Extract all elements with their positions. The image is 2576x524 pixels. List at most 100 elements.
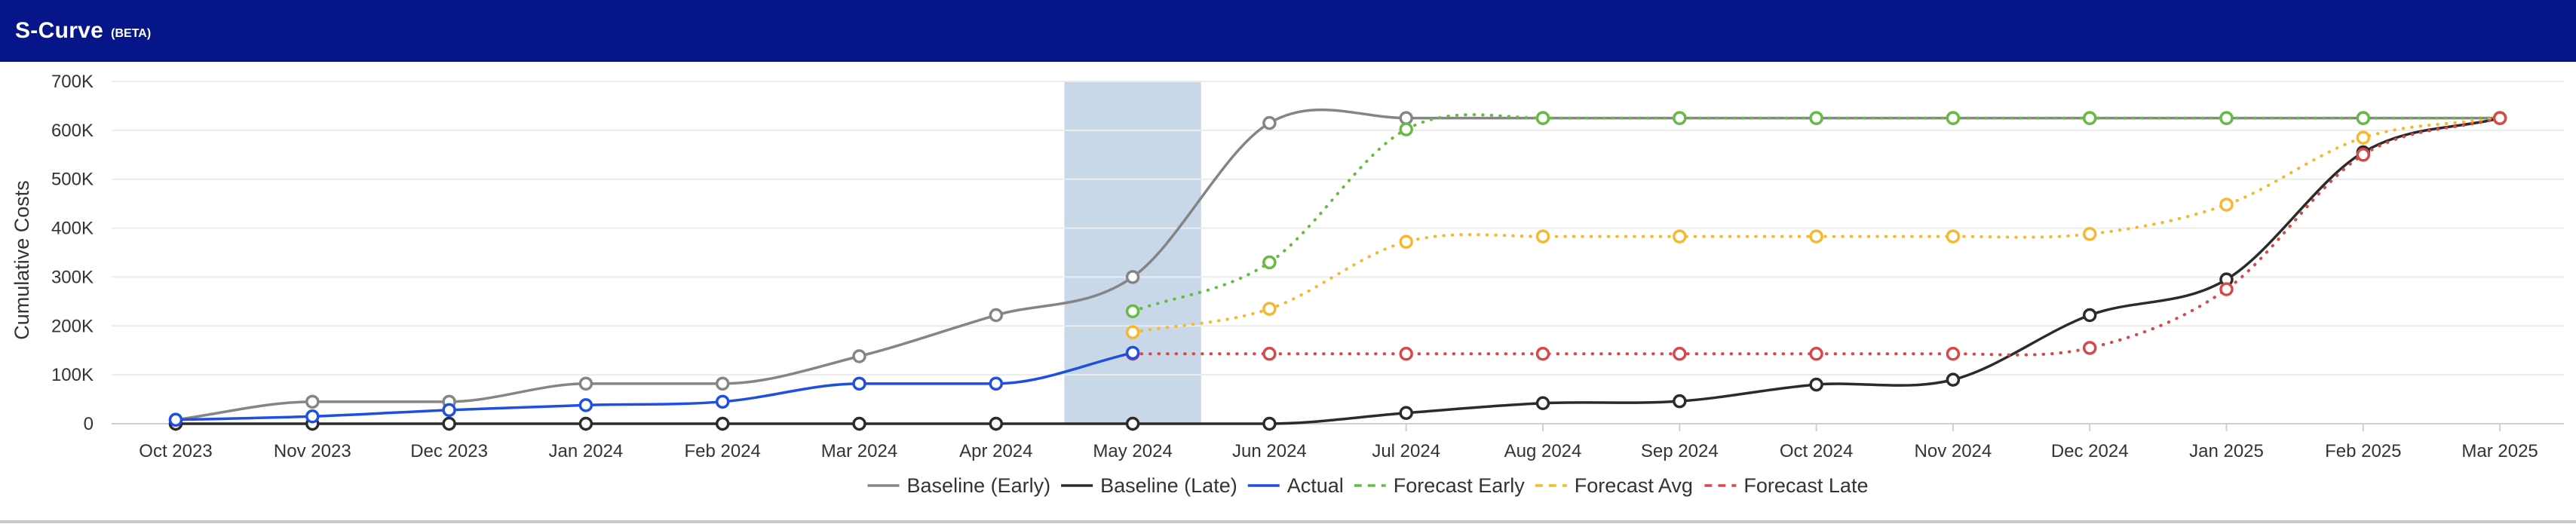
legend-label: Baseline (Late) xyxy=(1100,474,1237,497)
legend-label: Baseline (Early) xyxy=(907,474,1051,497)
legend[interactable]: Baseline (Early) Baseline (Late) Actual For… xyxy=(867,474,1869,497)
data-point[interactable] xyxy=(1399,406,1413,420)
data-point[interactable] xyxy=(989,416,1004,431)
x-tick-label: Jun 2024 xyxy=(1232,441,1307,461)
legend-item-forecast-early[interactable]: Forecast Early xyxy=(1354,474,1526,497)
x-tick-label: Aug 2024 xyxy=(1504,441,1582,461)
legend-item-forecast-late[interactable]: Forecast Late xyxy=(1704,474,1868,497)
data-point[interactable] xyxy=(2082,341,2097,355)
data-point[interactable] xyxy=(2356,130,2371,145)
data-point[interactable] xyxy=(2356,111,2371,125)
data-point[interactable] xyxy=(578,376,593,391)
legend-item-actual[interactable]: Actual xyxy=(1247,474,1344,497)
y-tick-label: 500K xyxy=(51,170,94,190)
data-point[interactable] xyxy=(1535,347,1550,361)
data-point[interactable] xyxy=(852,416,866,431)
data-point[interactable] xyxy=(1125,270,1140,284)
data-point[interactable] xyxy=(1399,347,1413,361)
data-point[interactable] xyxy=(715,376,730,391)
data-point[interactable] xyxy=(1399,122,1413,136)
data-point[interactable] xyxy=(1673,347,1687,361)
series-line xyxy=(174,351,1134,421)
data-point[interactable] xyxy=(1673,229,1687,244)
series-line xyxy=(1131,116,2502,357)
x-tick-label: Mar 2024 xyxy=(821,441,897,461)
series-actual xyxy=(168,345,1140,427)
y-tick-label: 0 xyxy=(84,414,94,434)
x-tick-label: Jul 2024 xyxy=(1372,441,1440,461)
data-point[interactable] xyxy=(2082,111,2097,125)
data-point[interactable] xyxy=(1673,394,1687,409)
data-point[interactable] xyxy=(1262,347,1277,361)
data-point[interactable] xyxy=(2219,198,2234,212)
data-point[interactable] xyxy=(2492,111,2507,125)
y-tick-label: 300K xyxy=(51,267,94,287)
legend-label: Forecast Avg xyxy=(1575,474,1693,497)
data-point[interactable] xyxy=(1809,229,1823,244)
data-point[interactable] xyxy=(1125,325,1140,339)
data-point[interactable] xyxy=(1262,115,1277,130)
data-point[interactable] xyxy=(1125,416,1140,431)
data-point[interactable] xyxy=(442,403,456,418)
series-forecast-early xyxy=(1125,111,2507,319)
data-point[interactable] xyxy=(852,376,866,391)
data-point[interactable] xyxy=(1535,396,1550,411)
data-point[interactable] xyxy=(2082,227,2097,241)
data-point[interactable] xyxy=(1399,111,1413,125)
x-tick-label: Jan 2025 xyxy=(2189,441,2264,461)
data-point[interactable] xyxy=(1535,229,1550,244)
series-forecast-late xyxy=(1125,111,2507,361)
series-baseline-late xyxy=(168,111,2507,431)
legend-item-baseline-late[interactable]: Baseline (Late) xyxy=(1061,474,1237,497)
data-point[interactable] xyxy=(1946,229,1961,244)
series-layer xyxy=(168,108,2507,431)
series-line xyxy=(174,116,2501,425)
data-point[interactable] xyxy=(852,349,866,363)
data-point[interactable] xyxy=(2219,111,2234,125)
data-point[interactable] xyxy=(305,394,320,409)
beta-badge: (BETA) xyxy=(111,27,152,40)
data-point[interactable] xyxy=(168,412,183,427)
data-point[interactable] xyxy=(989,308,1004,323)
data-point[interactable] xyxy=(2082,308,2097,323)
x-tick-label: Feb 2024 xyxy=(684,441,760,461)
data-point[interactable] xyxy=(1399,234,1413,249)
series-line xyxy=(1131,113,2502,313)
data-point[interactable] xyxy=(1262,302,1277,316)
data-point[interactable] xyxy=(305,409,320,424)
data-point[interactable] xyxy=(578,416,593,431)
data-point[interactable] xyxy=(1946,372,1961,387)
data-point[interactable] xyxy=(715,394,730,409)
data-point[interactable] xyxy=(989,376,1004,391)
app-header: S-Curve (BETA) xyxy=(0,0,2576,62)
data-point[interactable] xyxy=(1262,416,1277,431)
x-tick-label: Dec 2024 xyxy=(2051,441,2129,461)
data-point[interactable] xyxy=(1946,111,1961,125)
data-point[interactable] xyxy=(1946,347,1961,361)
x-tick-label: Jan 2024 xyxy=(549,441,624,461)
data-point[interactable] xyxy=(2219,282,2234,296)
data-point[interactable] xyxy=(1125,345,1140,360)
legend-item-baseline-early[interactable]: Baseline (Early) xyxy=(867,474,1051,497)
data-point[interactable] xyxy=(1809,111,1823,125)
data-point[interactable] xyxy=(442,416,456,431)
data-point[interactable] xyxy=(578,398,593,412)
data-point[interactable] xyxy=(1809,377,1823,392)
y-tick-label: 700K xyxy=(51,72,94,92)
data-point[interactable] xyxy=(1809,347,1823,361)
x-tick-label: Feb 2025 xyxy=(2325,441,2401,461)
legend-label: Actual xyxy=(1287,474,1344,497)
x-tick-label: Oct 2024 xyxy=(1780,441,1853,461)
data-point[interactable] xyxy=(715,416,730,431)
series-line xyxy=(174,108,2501,421)
y-tick-label: 400K xyxy=(51,219,94,239)
data-point[interactable] xyxy=(1535,111,1550,125)
legend-item-forecast-avg[interactable]: Forecast Avg xyxy=(1535,474,1693,497)
x-tick-label: Apr 2024 xyxy=(959,441,1032,461)
y-axis-label: Cumulative Costs xyxy=(11,180,33,340)
data-point[interactable] xyxy=(1673,111,1687,125)
chart-panel: 0 100K 200K 300K 400K 500K 600K 700K Oct 2023 Nov… xyxy=(0,62,2576,523)
data-point[interactable] xyxy=(1125,304,1140,319)
data-point[interactable] xyxy=(1262,255,1277,270)
data-point[interactable] xyxy=(2356,148,2371,162)
